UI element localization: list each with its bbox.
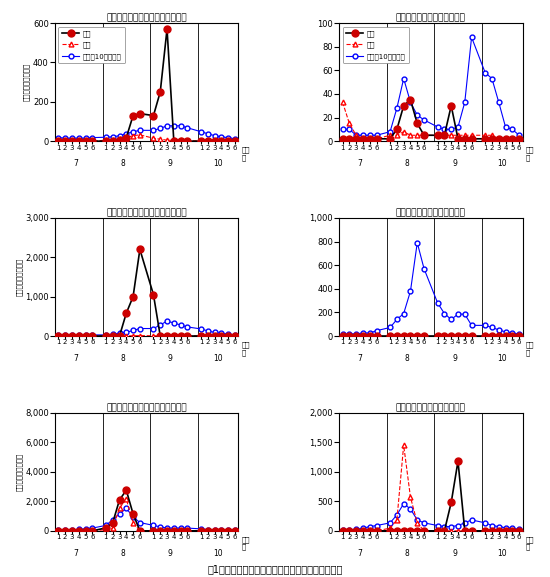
Text: 7: 7 [73,159,78,168]
Text: 半旬
月: 半旬 月 [242,147,250,161]
Text: 7: 7 [357,549,362,557]
Title: チャバネアオカメムシ（合志市）: チャバネアオカメムシ（合志市） [106,13,187,23]
Text: 8: 8 [120,354,125,363]
Text: 9: 9 [168,159,173,168]
Text: 9: 9 [452,159,457,168]
Text: 9: 9 [452,549,457,557]
Text: 7: 7 [357,354,362,363]
Text: 8: 8 [120,549,125,557]
Text: 8: 8 [405,159,409,168]
Text: 10: 10 [213,354,223,363]
Title: ツヤアオカメムシ（合志市）: ツヤアオカメムシ（合志市） [396,13,466,23]
Text: 8: 8 [405,549,409,557]
Text: 半旬
月: 半旬 月 [242,342,250,355]
Text: 10: 10 [213,549,223,557]
Text: 9: 9 [452,354,457,363]
Text: 9: 9 [168,549,173,557]
Y-axis label: 誘殺数（頭／半旬）: 誘殺数（頭／半旬） [15,258,22,296]
Text: 半旬
月: 半旬 月 [526,536,535,550]
Text: 10: 10 [497,549,507,557]
Text: 半旬
月: 半旬 月 [526,342,535,355]
Y-axis label: 誘殺数（頭／半旬）: 誘殺数（頭／半旬） [15,453,22,491]
Title: チャバネアオカメムシ（宇城市）: チャバネアオカメムシ（宇城市） [106,208,187,217]
Y-axis label: 誘殺数（頭／半旬）: 誘殺数（頭／半旬） [24,63,30,101]
Text: 8: 8 [120,159,125,168]
Text: 7: 7 [73,354,78,363]
Title: ツヤアオカメムシ（天草市）: ツヤアオカメムシ（天草市） [396,403,466,412]
Legend: 本年, 昨年, 平年（10年平均）: 本年, 昨年, 平年（10年平均） [343,27,409,63]
Text: 9: 9 [168,354,173,363]
Text: 7: 7 [73,549,78,557]
Title: チャバネアオカメムシ（天草市）: チャバネアオカメムシ（天草市） [106,403,187,412]
Text: 10: 10 [497,354,507,363]
Text: 図1　予察灯における果樹カメムシ類誘殺数の推移: 図1 予察灯における果樹カメムシ類誘殺数の推移 [207,564,343,574]
Text: 半旬
月: 半旬 月 [242,536,250,550]
Text: 8: 8 [405,354,409,363]
Text: 半旬
月: 半旬 月 [526,147,535,161]
Legend: 本年, 昨年, 平年（10年平均）: 本年, 昨年, 平年（10年平均） [58,27,125,63]
Text: 7: 7 [357,159,362,168]
Text: 10: 10 [213,159,223,168]
Text: 10: 10 [497,159,507,168]
Title: ツヤアオカメムシ（宇城市）: ツヤアオカメムシ（宇城市） [396,208,466,217]
